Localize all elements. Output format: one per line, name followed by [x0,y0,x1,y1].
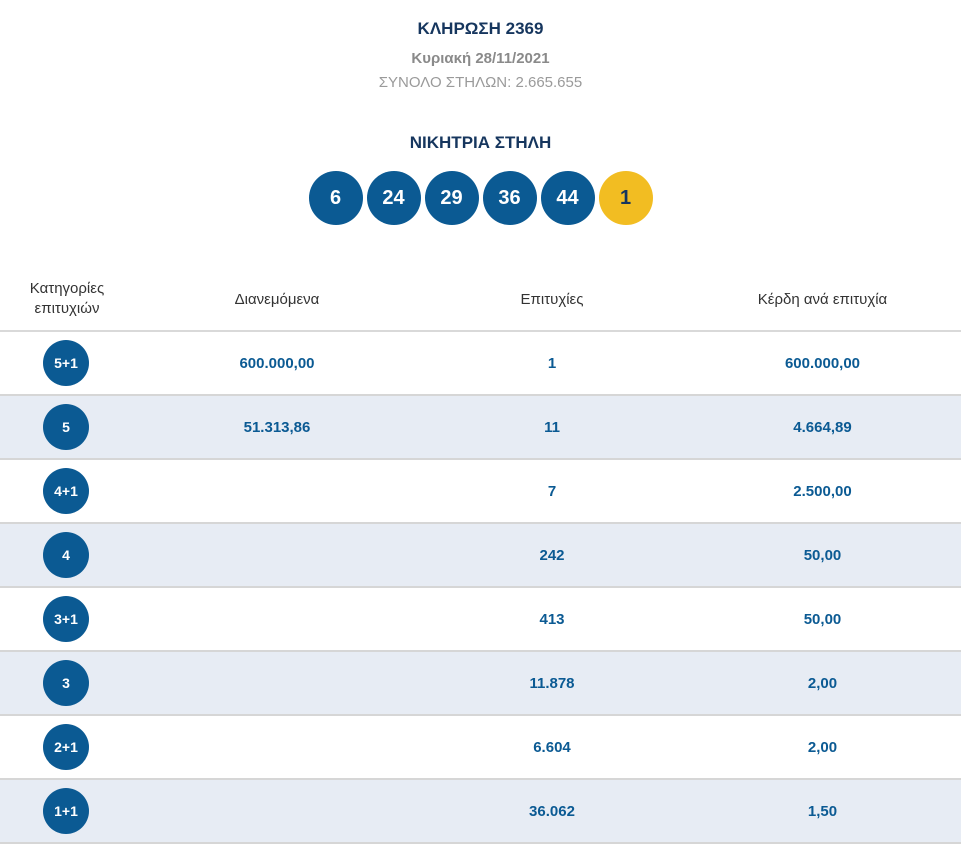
table-row: 5 51.313,86 11 4.664,89 [0,396,961,460]
draw-date: Κυριακή 28/11/2021 [411,50,550,67]
winners-cell: 1 [547,354,557,372]
winners-cell: 36.062 [529,802,575,820]
category-badge: 1+1 [43,788,89,834]
prize-cell: 50,00 [803,546,842,564]
distributed-cell: 51.313,86 [243,418,311,436]
prize-table-body: 5+1 600.000,00 1 600.000,00 5 51.313,86 … [0,332,961,844]
winning-number-ball: 44 [540,171,595,225]
winners-cell: 7 [547,482,557,500]
header-winners: Επιτυχίες [520,290,584,308]
category-badge: 2+1 [43,724,89,770]
distributed-cell: 600.000,00 [239,354,315,372]
distributed-cell [134,588,420,650]
joker-number-ball: 1 [598,171,653,225]
header-category: Κατηγορίες επιτυχιών [29,280,105,317]
table-row: 3 11.878 2,00 [0,652,961,716]
table-row: 3+1 413 50,00 [0,588,961,652]
category-badge: 4 [43,532,89,578]
prize-cell: 2.500,00 [793,482,852,500]
prize-cell: 1,50 [807,802,838,820]
distributed-cell [134,460,420,522]
prize-cell: 2,00 [807,738,838,756]
prize-cell: 2,00 [807,674,838,692]
table-row: 2+1 6.604 2,00 [0,716,961,780]
table-row: 5+1 600.000,00 1 600.000,00 [0,332,961,396]
table-row: 4 242 50,00 [0,524,961,588]
total-columns: ΣΥΝΟΛΟ ΣΤΗΛΩΝ: 2.665.655 [378,74,583,91]
winning-numbers: 6 24 29 36 44 1 [0,171,961,225]
prize-table-header: Κατηγορίες επιτυχιών Διανεμόμενα Επιτυχί… [0,268,961,332]
header-prize-per-winner: Κέρδη ανά επιτυχία [757,290,888,308]
category-badge: 5 [43,404,89,450]
table-row: 1+1 36.062 1,50 [0,780,961,844]
winners-cell: 11.878 [529,674,575,692]
category-badge: 5+1 [43,340,89,386]
category-badge: 4+1 [43,468,89,514]
winning-column-title: ΝΙΚΗΤΡΙΑ ΣΤΗΛΗ [409,133,552,152]
distributed-cell [134,716,420,778]
category-badge: 3 [43,660,89,706]
winning-number-ball: 6 [308,171,363,225]
winners-cell: 242 [539,546,565,564]
distributed-cell [134,780,420,842]
winning-number-ball: 29 [424,171,479,225]
header-distributed: Διανεμόμενα [234,290,320,308]
prize-cell: 600.000,00 [784,354,861,372]
prize-cell: 4.664,89 [793,418,852,436]
winners-cell: 413 [539,610,565,628]
distributed-cell [134,652,420,714]
prize-cell: 50,00 [803,610,842,628]
winners-cell: 11 [544,418,560,436]
winners-cell: 6.604 [533,738,571,756]
winning-number-ball: 24 [366,171,421,225]
distributed-cell [134,524,420,586]
winning-number-ball: 36 [482,171,537,225]
category-badge: 3+1 [43,596,89,642]
draw-title: ΚΛΗΡΩΣΗ 2369 [417,19,544,38]
table-row: 4+1 7 2.500,00 [0,460,961,524]
